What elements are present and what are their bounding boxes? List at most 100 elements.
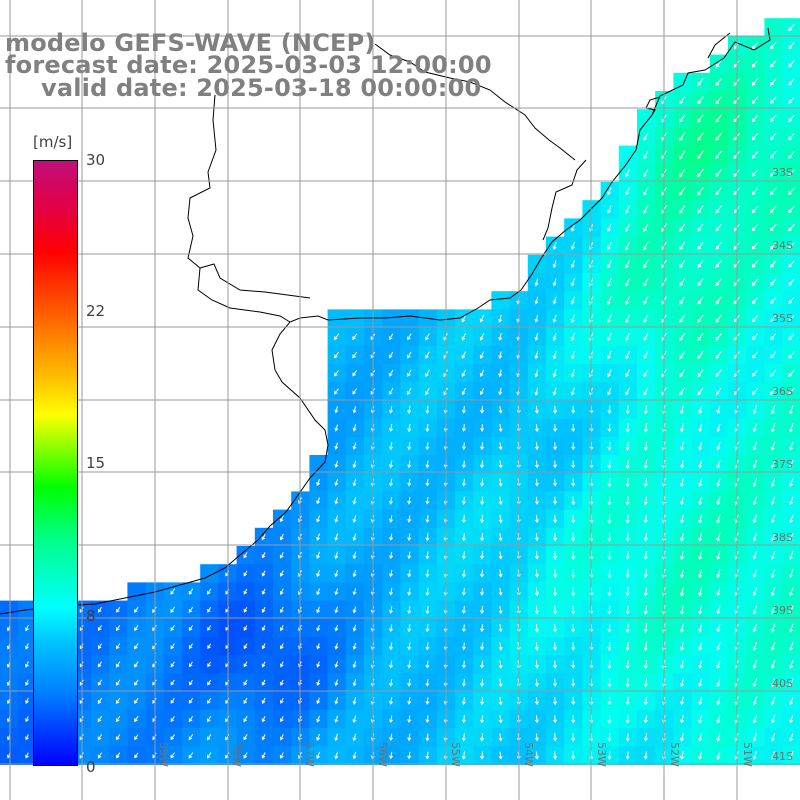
wind-arrow xyxy=(698,441,703,451)
wind-arrow xyxy=(625,168,630,178)
wind-arrow xyxy=(571,714,576,724)
wind-arrow xyxy=(207,625,212,631)
speed-cell xyxy=(127,600,147,620)
wind-arrow xyxy=(752,496,758,506)
wind-arrow xyxy=(625,550,630,560)
speed-cell xyxy=(91,673,110,693)
speed-cell xyxy=(327,618,347,638)
wind-arrow xyxy=(751,96,759,105)
wind-arrow xyxy=(570,314,575,323)
speed-cell xyxy=(655,218,674,238)
wind-arrow xyxy=(571,442,576,451)
speed-cell xyxy=(109,709,128,729)
speed-cell xyxy=(746,236,765,256)
wind-arrow xyxy=(279,570,284,577)
wind-arrow xyxy=(716,532,721,542)
wind-arrow xyxy=(316,624,321,632)
wind-arrow xyxy=(716,605,721,615)
wind-arrow xyxy=(534,442,539,451)
wind-arrow xyxy=(407,478,412,487)
wind-arrow xyxy=(643,405,648,415)
wind-arrow xyxy=(571,733,576,742)
speed-cell xyxy=(673,291,693,310)
wind-arrow xyxy=(498,715,503,724)
wind-arrow xyxy=(571,660,576,669)
wind-arrow xyxy=(643,223,649,233)
speed-cell xyxy=(291,655,310,674)
wind-arrow xyxy=(752,478,758,488)
wind-arrow xyxy=(352,679,357,687)
wind-arrow xyxy=(770,587,776,597)
speed-cell xyxy=(746,546,765,565)
wind-arrow xyxy=(716,696,721,706)
wind-arrow xyxy=(770,696,776,706)
wind-arrow xyxy=(480,478,485,487)
speed-cell xyxy=(709,327,729,347)
wind-arrow xyxy=(643,132,649,141)
wind-arrow xyxy=(607,605,612,615)
longitude-label: 57W xyxy=(303,742,316,767)
speed-cell xyxy=(637,345,656,365)
speed-cell xyxy=(746,109,765,128)
wind-arrow xyxy=(698,423,703,433)
wind-arrow xyxy=(352,351,358,359)
wind-arrow xyxy=(679,168,686,178)
wind-arrow xyxy=(480,642,485,651)
wind-arrow xyxy=(407,678,412,687)
wind-arrow xyxy=(697,96,704,105)
wind-arrow xyxy=(425,405,430,414)
wind-arrow xyxy=(570,332,575,342)
speed-cell xyxy=(618,309,638,329)
wind-arrow xyxy=(571,696,576,706)
wind-arrow xyxy=(698,478,703,487)
wind-arrow xyxy=(770,733,776,742)
wind-arrow xyxy=(407,405,412,414)
wind-arrow xyxy=(770,532,776,542)
wind-arrow xyxy=(752,351,759,359)
wind-arrow xyxy=(498,605,503,615)
wind-arrow xyxy=(552,296,557,305)
speed-cell xyxy=(18,637,37,656)
speed-cell xyxy=(691,200,711,219)
wind-arrow xyxy=(553,605,558,615)
wind-arrow xyxy=(680,714,685,724)
wind-arrow xyxy=(479,351,485,359)
wind-arrow xyxy=(770,678,776,688)
wind-arrow xyxy=(352,370,358,377)
wind-arrow xyxy=(625,569,630,579)
wind-arrow xyxy=(334,733,339,742)
wind-arrow xyxy=(553,496,558,505)
speed-cell xyxy=(455,364,474,383)
wind-arrow xyxy=(425,660,430,669)
speed-cell xyxy=(273,564,292,583)
wind-arrow xyxy=(697,351,704,360)
wind-arrow xyxy=(752,678,758,688)
wind-arrow xyxy=(716,660,721,669)
wind-arrow xyxy=(98,625,102,631)
wind-arrow xyxy=(97,697,103,704)
wind-arrow xyxy=(715,351,722,359)
wind-arrow xyxy=(134,643,139,650)
wind-arrow xyxy=(697,332,704,341)
wind-arrow xyxy=(352,478,357,487)
wind-arrow xyxy=(571,496,576,506)
speed-cell xyxy=(564,327,583,347)
wind-arrow xyxy=(407,369,412,377)
speed-cell xyxy=(764,527,784,547)
speed-cell xyxy=(309,582,329,602)
wind-arrow xyxy=(461,369,467,378)
wind-arrow xyxy=(534,642,539,651)
speed-cell xyxy=(764,728,784,747)
wind-arrow xyxy=(607,569,612,579)
speed-cell xyxy=(746,254,765,274)
wind-arrow xyxy=(188,752,194,759)
speed-cell xyxy=(163,637,183,656)
wind-arrow xyxy=(715,223,722,232)
speed-cell xyxy=(618,145,638,165)
wind-arrow xyxy=(334,460,339,469)
speed-cell xyxy=(291,600,310,620)
speed-cell xyxy=(473,382,492,401)
speed-cell xyxy=(254,546,274,565)
speed-cell xyxy=(327,673,347,693)
wind-arrow xyxy=(698,732,703,742)
